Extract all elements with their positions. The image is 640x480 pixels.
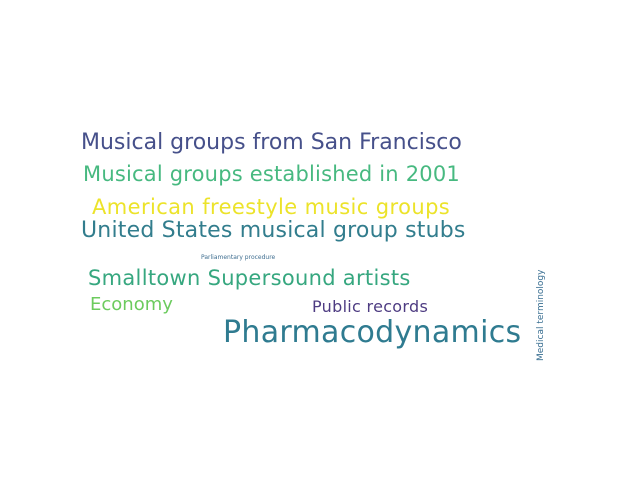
word-musical-groups-established-in-2001: Musical groups established in 2001 — [83, 162, 460, 186]
word-american-freestyle-music-groups: American freestyle music groups — [92, 195, 451, 219]
word-musical-groups-from-san-francisco: Musical groups from San Francisco — [81, 130, 462, 155]
word-public-records: Public records — [312, 297, 429, 316]
word-united-states-musical-group-stubs: United States musical group stubs — [81, 218, 466, 243]
word-parliamentary-procedure: Parliamentary procedure — [201, 254, 276, 261]
word-smalltown-supersound-artists: Smalltown Supersound artists — [88, 266, 411, 290]
word-economy: Economy — [90, 294, 173, 315]
word-pharmacodynamics: Pharmacodynamics — [223, 315, 522, 350]
word-medical-terminology: Medical terminology — [536, 269, 546, 361]
